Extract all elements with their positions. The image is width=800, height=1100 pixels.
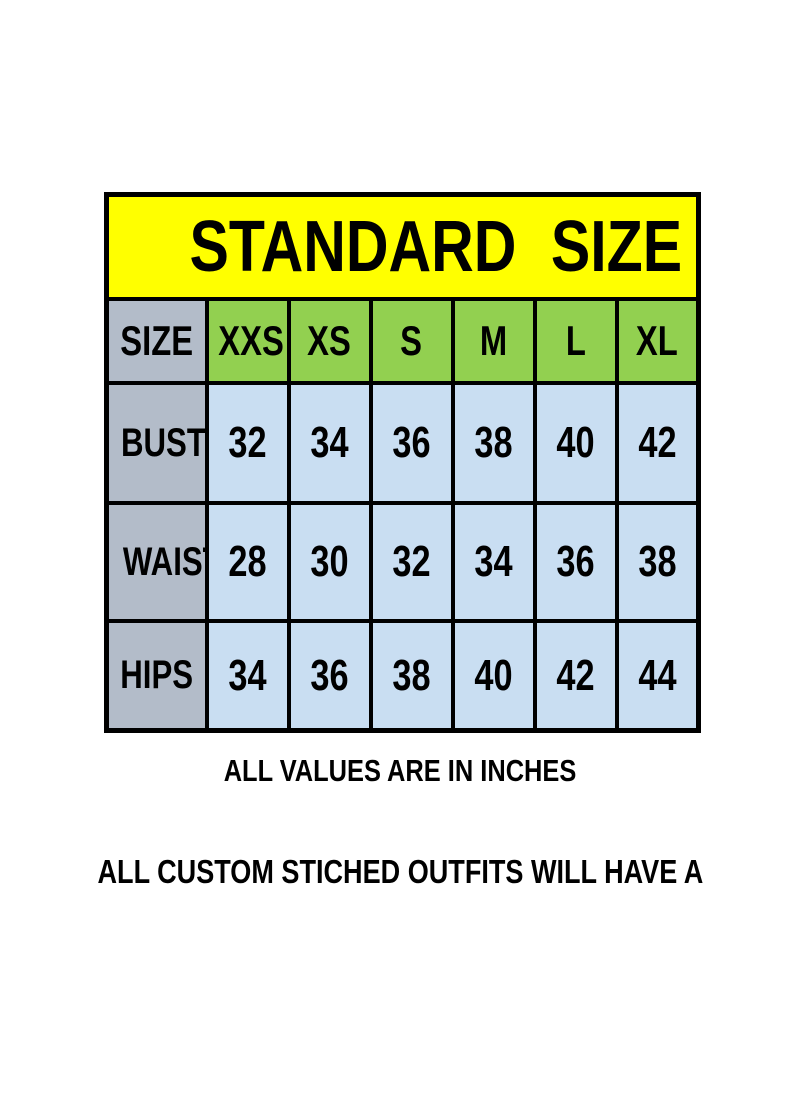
size-corner-label: SIZE [120, 317, 194, 364]
size-header-s-label: S [400, 317, 423, 364]
size-header-xxs: XXS [204, 297, 291, 385]
row-label-bust-text: BUST [120, 420, 206, 465]
table-row-waist: WAIST 28 30 32 34 36 38 [104, 501, 701, 623]
bust-xl-cell: 42 [614, 381, 701, 505]
table-row-bust: BUST 32 34 36 38 40 42 [104, 381, 701, 505]
hips-s-value: 38 [392, 650, 431, 700]
units-note-text: ALL VALUES ARE IN INCHES [223, 753, 577, 788]
bust-l-value: 40 [556, 418, 595, 467]
row-label-bust: BUST [104, 381, 209, 505]
units-note: ALL VALUES ARE IN INCHES [0, 753, 800, 789]
table-row-hips: HIPS 34 36 38 40 42 44 [104, 619, 701, 733]
waist-xxs-value: 28 [228, 537, 267, 586]
hips-xl-value: 44 [638, 650, 677, 700]
waist-l-value: 36 [556, 537, 595, 586]
size-header-l: L [532, 297, 619, 385]
hips-m-value: 40 [474, 650, 513, 700]
row-label-waist: WAIST [104, 501, 209, 623]
hips-l-cell: 42 [532, 619, 619, 733]
size-header-m-label: M [479, 317, 508, 364]
size-header-l-label: L [565, 317, 586, 364]
waist-xs-cell: 30 [286, 501, 373, 623]
custom-stitch-note: ALL CUSTOM STICHED OUTFITS WILL HAVE A [0, 853, 800, 891]
waist-xs-value: 30 [310, 537, 349, 586]
hips-xs-value: 36 [310, 650, 349, 700]
waist-xxs-cell: 28 [204, 501, 291, 623]
hips-s-cell: 38 [368, 619, 455, 733]
row-label-waist-text: WAIST [122, 539, 203, 584]
row-label-hips: HIPS [104, 619, 209, 733]
bust-xxs-value: 32 [228, 418, 267, 467]
bust-xs-cell: 34 [286, 381, 373, 505]
size-chart-table: STANDARD SIZE CHART SIZE XXS XS S M [104, 192, 702, 733]
waist-xl-cell: 38 [614, 501, 701, 623]
size-header-xl: XL [614, 297, 701, 385]
waist-m-value: 34 [474, 537, 513, 586]
waist-xl-value: 38 [638, 537, 677, 586]
bust-s-cell: 36 [368, 381, 455, 505]
size-header-xs-label: XS [307, 317, 352, 364]
hips-xs-cell: 36 [286, 619, 373, 733]
hips-xxs-value: 34 [228, 650, 267, 700]
size-header-s: S [368, 297, 455, 385]
bust-m-value: 38 [474, 418, 513, 467]
waist-s-value: 32 [392, 537, 431, 586]
waist-s-cell: 32 [368, 501, 455, 623]
row-label-hips-text: HIPS [120, 653, 194, 697]
chart-title-cell: STANDARD SIZE CHART [104, 192, 701, 301]
title-banner-row: STANDARD SIZE CHART [104, 192, 701, 301]
size-corner-cell: SIZE [104, 297, 209, 385]
waist-l-cell: 36 [532, 501, 619, 623]
size-header-xl-label: XL [636, 317, 679, 364]
bust-xs-value: 34 [310, 418, 349, 467]
hips-l-value: 42 [556, 650, 595, 700]
chart-title: STANDARD SIZE CHART [189, 207, 695, 287]
hips-xl-cell: 44 [614, 619, 701, 733]
custom-stitch-note-text: ALL CUSTOM STICHED OUTFITS WILL HAVE A [97, 853, 703, 890]
bust-xl-value: 42 [638, 418, 677, 467]
hips-xxs-cell: 34 [204, 619, 291, 733]
waist-m-cell: 34 [450, 501, 537, 623]
size-header-xs: XS [286, 297, 373, 385]
bust-xxs-cell: 32 [204, 381, 291, 505]
bust-m-cell: 38 [450, 381, 537, 505]
bust-l-cell: 40 [532, 381, 619, 505]
size-header-m: M [450, 297, 537, 385]
hips-m-cell: 40 [450, 619, 537, 733]
size-header-row: SIZE XXS XS S M L XL [104, 297, 701, 385]
size-header-xxs-label: XXS [217, 317, 284, 364]
bust-s-value: 36 [392, 418, 431, 467]
